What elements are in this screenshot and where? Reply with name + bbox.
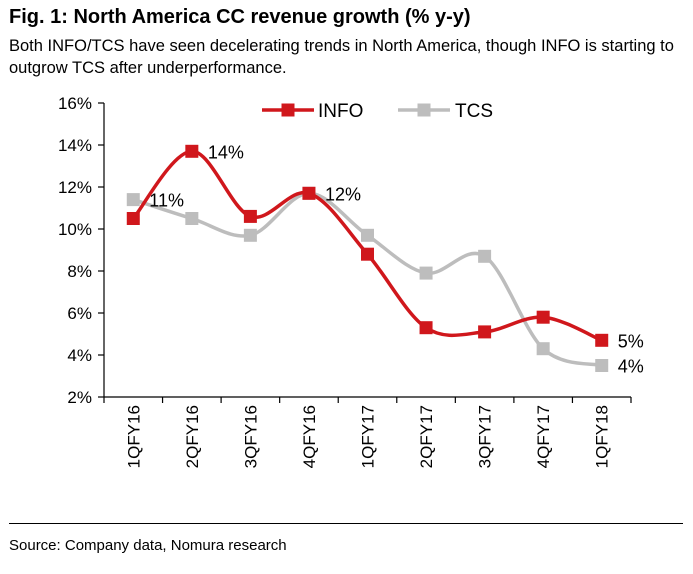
x-tick-label: 1QFY16 (124, 405, 143, 468)
data-point-info (185, 144, 199, 158)
legend-label-info: INFO (318, 101, 363, 122)
y-tick-label: 14% (58, 136, 92, 155)
x-tick-label: 3QFY16 (241, 405, 260, 468)
data-label: 14% (208, 142, 244, 162)
data-point-tcs (361, 228, 374, 242)
data-point-info (478, 325, 492, 339)
legend-marker-tcs (417, 103, 431, 117)
data-point-tcs (419, 266, 433, 280)
data-label: 11% (149, 191, 184, 211)
chart-axes: 2% 4% 6% 8% 10% 12% 14% 16% 1QFY16 2QFY16 3QFY16 4Q… (58, 94, 632, 468)
x-tick-label: 3QFY17 (476, 405, 495, 468)
data-point-info (419, 321, 433, 335)
chart-title: Fig. 1: North America CC revenue growth … (9, 6, 471, 28)
data-point-tcs (126, 193, 140, 207)
data-point-info (361, 247, 374, 261)
data-labels: 11% 14% 12% 5% 4% (149, 142, 643, 376)
y-tick-label: 8% (67, 262, 92, 281)
legend-label-tcs: TCS (455, 101, 493, 122)
series-line-tcs (131, 191, 604, 368)
chart-legend: INFO TCS (262, 101, 493, 122)
data-label: 12% (325, 184, 361, 204)
data-label: 4% (618, 357, 644, 377)
y-tick-label: 12% (58, 178, 92, 197)
line-chart: 2% 4% 6% 8% 10% 12% 14% 16% 1QFY16 2QFY16 3QFY16 4Q… (58, 94, 644, 468)
data-point-info (595, 333, 609, 347)
data-point-tcs (243, 228, 257, 242)
data-point-tcs (478, 249, 492, 263)
x-tick-label: 4QFY17 (534, 405, 553, 468)
data-point-info (243, 209, 257, 223)
x-tick-label: 1QFY17 (359, 405, 378, 468)
legend-marker-info (281, 103, 295, 117)
footer-divider (9, 523, 683, 524)
data-point-tcs (595, 359, 609, 372)
y-tick-label: 10% (58, 220, 92, 239)
x-tick-label: 4QFY16 (300, 405, 319, 468)
x-tick-label: 2QFY17 (417, 405, 436, 468)
data-point-tcs (536, 342, 550, 356)
y-tick-label: 4% (67, 346, 92, 365)
x-tick-label: 2QFY16 (183, 405, 202, 468)
chart-subtitle: Both INFO/TCS have seen decelerating tre… (9, 37, 674, 77)
data-point-info (302, 186, 316, 200)
data-label: 5% (618, 331, 644, 351)
y-tick-label: 16% (58, 94, 92, 113)
series-layer (126, 144, 609, 372)
source-note: Source: Company data, Nomura research (9, 537, 287, 554)
data-point-info (536, 310, 550, 324)
data-point-info (126, 212, 140, 225)
x-tick-label: 1QFY18 (593, 405, 612, 468)
y-tick-label: 6% (67, 304, 92, 323)
data-point-tcs (185, 212, 199, 225)
y-tick-label: 2% (67, 388, 92, 407)
series-line-info (131, 149, 604, 343)
